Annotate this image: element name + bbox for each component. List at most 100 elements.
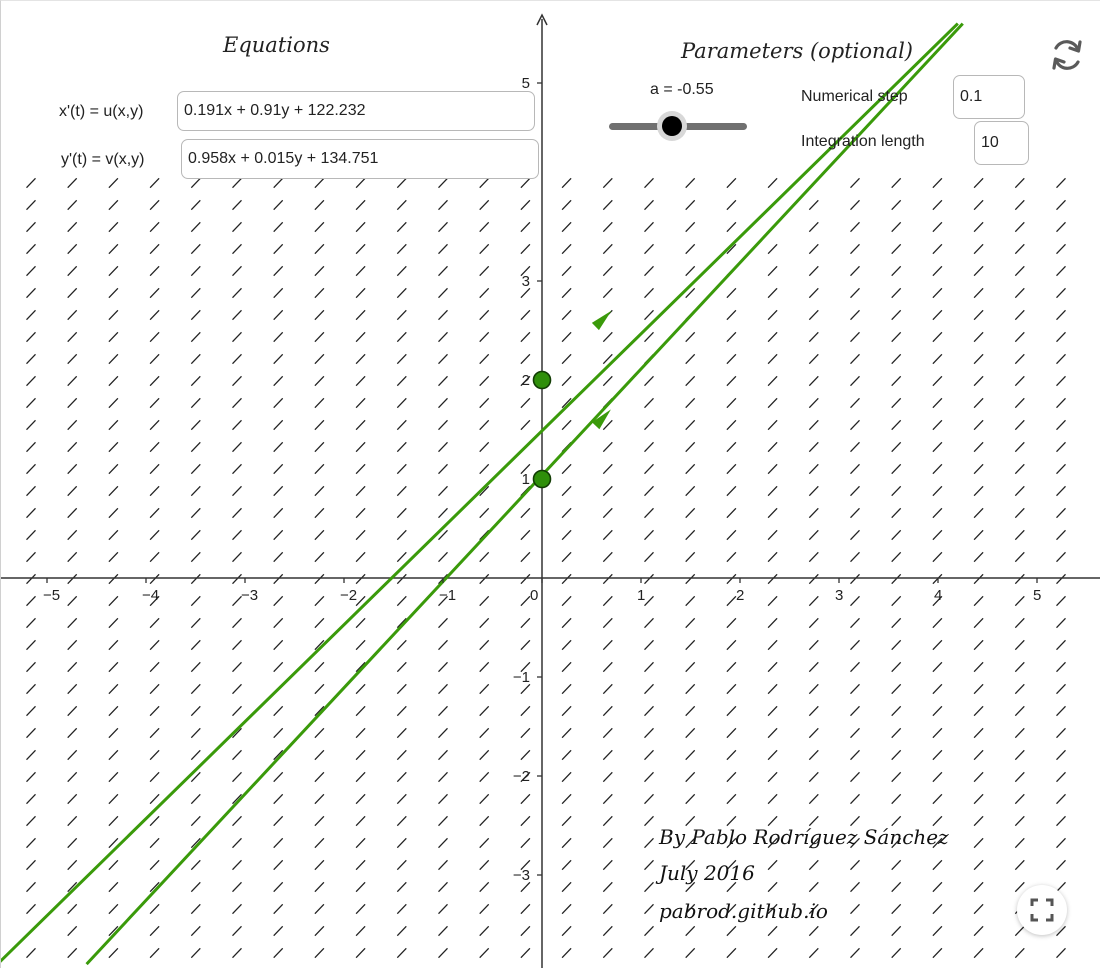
- slope-segment: [108, 331, 119, 343]
- slope-segment: [561, 617, 572, 629]
- slope-segment: [314, 683, 325, 695]
- slope-segment: [479, 749, 490, 761]
- slope-segment: [561, 485, 572, 497]
- slope-segment: [149, 441, 160, 453]
- initial-points[interactable]: [532, 370, 552, 489]
- axes: [1, 13, 1100, 968]
- slope-segment: [726, 903, 737, 915]
- integration-length-input[interactable]: [974, 121, 1029, 165]
- slope-segment: [726, 375, 737, 387]
- slope-segment: [149, 925, 160, 937]
- slope-segment: [767, 881, 778, 893]
- slope-segment: [190, 221, 201, 233]
- slope-segment: [808, 397, 819, 409]
- slope-segment: [602, 507, 613, 519]
- slope-segment: [850, 881, 860, 893]
- slope-segment: [438, 595, 448, 607]
- x-tick-label: 1: [637, 587, 645, 604]
- slope-segment: [767, 947, 778, 959]
- slope-segment: [1056, 705, 1066, 717]
- slope-segment: [891, 309, 902, 321]
- slope-segment: [850, 793, 860, 805]
- slope-segment: [850, 353, 860, 365]
- slope-segment: [355, 177, 366, 189]
- slope-segment: [190, 749, 201, 761]
- y-equation-input[interactable]: [181, 139, 539, 179]
- slope-segment: [149, 727, 160, 739]
- slope-segment: [726, 595, 737, 607]
- slope-segment: [767, 463, 778, 475]
- slope-segment: [108, 243, 119, 255]
- slope-segment: [1014, 353, 1025, 365]
- slope-segment: [767, 265, 778, 277]
- slope-segment: [108, 177, 119, 189]
- slope-segment: [602, 771, 613, 783]
- slope-segment: [561, 199, 572, 211]
- slope-segment: [932, 331, 943, 343]
- slope-segment: [314, 441, 325, 453]
- numerical-step-input[interactable]: [953, 75, 1025, 119]
- reset-button[interactable]: [1047, 35, 1087, 75]
- slope-segment: [520, 309, 531, 321]
- slope-segment: [602, 177, 613, 189]
- slope-segment: [644, 397, 654, 409]
- slope-segment: [932, 309, 943, 321]
- slope-segment: [108, 727, 119, 739]
- slope-segment: [190, 551, 201, 563]
- slope-segment: [149, 617, 160, 629]
- slope-segment: [602, 463, 613, 475]
- slope-segment: [808, 947, 819, 959]
- slope-segment: [190, 881, 201, 893]
- slope-segment: [26, 815, 36, 827]
- slope-segment: [190, 397, 201, 409]
- initial-point[interactable]: [532, 469, 552, 489]
- slope-segment: [850, 397, 860, 409]
- parameter-slider[interactable]: [609, 111, 747, 141]
- slope-segment: [355, 485, 366, 497]
- slope-segment: [520, 771, 531, 783]
- slope-segment: [1014, 243, 1025, 255]
- slope-segment: [26, 881, 36, 893]
- slope-segment: [644, 595, 654, 607]
- x-equation-input[interactable]: [177, 91, 535, 131]
- parameters-title: Parameters (optional): [681, 39, 913, 63]
- slope-segment: [685, 441, 696, 453]
- slope-segment: [602, 353, 613, 365]
- slope-segment: [520, 947, 531, 959]
- slope-segment: [149, 397, 160, 409]
- slope-segment: [26, 309, 36, 321]
- slope-segment: [561, 837, 572, 849]
- slope-segment: [726, 881, 737, 893]
- slope-segment: [767, 287, 778, 299]
- slope-segment: [232, 485, 242, 497]
- slope-segment: [314, 309, 325, 321]
- slope-segment: [149, 529, 160, 541]
- slope-segment: [355, 199, 366, 211]
- slope-segment: [26, 353, 36, 365]
- slope-segment: [932, 771, 943, 783]
- slope-segment: [602, 815, 613, 827]
- slope-segment: [355, 925, 366, 937]
- slope-segment: [273, 331, 284, 343]
- slope-segment: [438, 331, 448, 343]
- slope-segment: [767, 859, 778, 871]
- slope-segment: [273, 815, 284, 827]
- slope-segment: [479, 595, 490, 607]
- slope-segment: [108, 771, 119, 783]
- slope-segment: [232, 309, 242, 321]
- slope-segment: [108, 309, 119, 321]
- slope-segment: [149, 551, 160, 563]
- slope-segment: [932, 815, 943, 827]
- fullscreen-button[interactable]: [1017, 885, 1067, 935]
- slope-segment: [685, 639, 696, 651]
- slope-segment: [520, 375, 531, 387]
- slope-segment: [479, 331, 490, 343]
- slope-segment: [973, 595, 984, 607]
- slope-segment: [190, 859, 201, 871]
- slope-segment: [355, 551, 366, 563]
- initial-point[interactable]: [532, 370, 552, 390]
- slope-segment: [808, 837, 819, 849]
- slope-segment: [932, 287, 943, 299]
- slope-segment: [438, 749, 448, 761]
